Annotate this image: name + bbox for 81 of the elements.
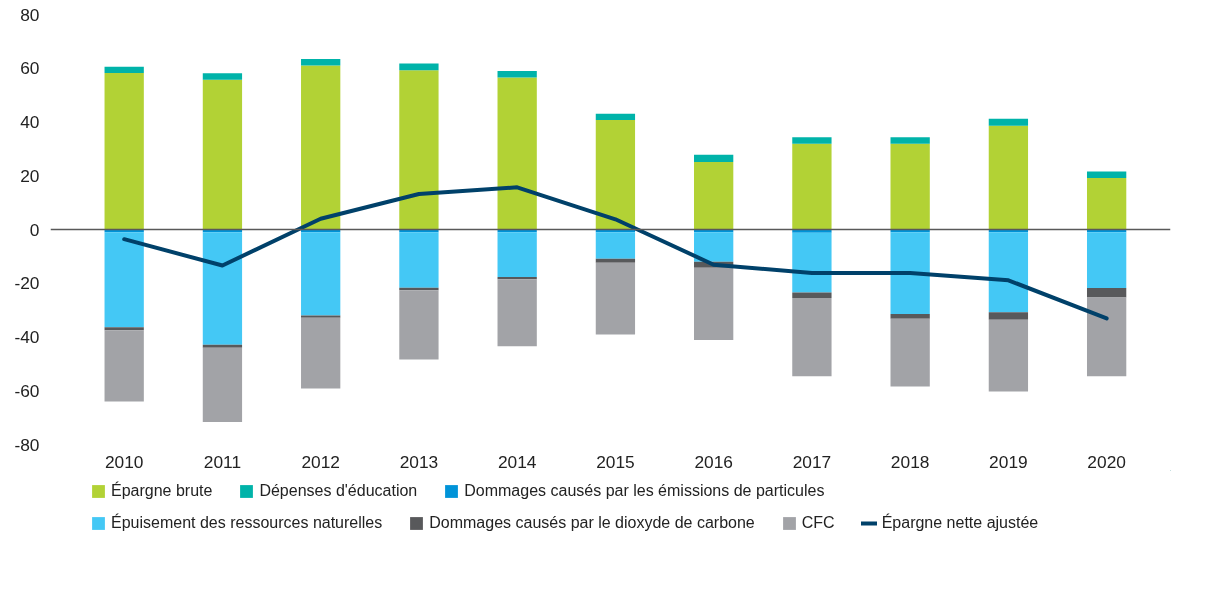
x-tick-label: 2012 bbox=[301, 451, 340, 472]
x-tick-label: 2015 bbox=[596, 451, 635, 472]
bar bbox=[301, 59, 341, 66]
bar bbox=[890, 143, 930, 230]
y-tick-label: 60 bbox=[20, 58, 40, 79]
bar bbox=[988, 118, 1029, 126]
y-tick-label: 0 bbox=[29, 219, 40, 240]
bar bbox=[792, 298, 832, 377]
bar bbox=[301, 232, 341, 316]
y-tick-label: -20 bbox=[14, 273, 40, 294]
bar bbox=[301, 317, 341, 389]
x-tick-label: 2011 bbox=[203, 451, 242, 472]
legend-label: Dommages causés par le dioxyde de carbone bbox=[429, 514, 755, 532]
bar bbox=[988, 319, 1029, 392]
bar bbox=[988, 232, 1029, 313]
bar bbox=[202, 344, 243, 348]
y-tick-label: 80 bbox=[20, 4, 40, 25]
bar bbox=[792, 137, 832, 144]
bar bbox=[694, 154, 734, 163]
bar bbox=[792, 292, 832, 299]
bar bbox=[595, 113, 636, 121]
bar bbox=[399, 63, 439, 71]
bar bbox=[104, 330, 144, 402]
bar bbox=[497, 77, 537, 230]
bar bbox=[202, 232, 243, 345]
x-tick-label: 2018 bbox=[890, 451, 930, 472]
bar bbox=[1086, 177, 1127, 230]
bar bbox=[694, 232, 734, 262]
bar bbox=[890, 318, 930, 387]
bar bbox=[202, 79, 243, 230]
legend-label: Épuisement des ressources naturelles bbox=[111, 514, 383, 532]
bar bbox=[497, 70, 537, 78]
y-tick-label: -60 bbox=[14, 380, 40, 401]
x-tick-label: 2016 bbox=[694, 451, 733, 472]
bar bbox=[792, 143, 832, 230]
bar bbox=[104, 232, 144, 328]
bar bbox=[104, 73, 144, 230]
x-tick-label: 2019 bbox=[989, 451, 1028, 472]
line-series bbox=[122, 185, 1109, 321]
bar bbox=[694, 267, 734, 340]
bar bbox=[497, 279, 537, 347]
bar bbox=[104, 66, 144, 74]
bar bbox=[301, 315, 341, 318]
legend-label: CFC bbox=[801, 514, 835, 532]
x-tick-label: 2013 bbox=[399, 451, 439, 472]
bar bbox=[890, 137, 930, 144]
bar bbox=[988, 125, 1029, 230]
bar bbox=[104, 327, 144, 331]
bar bbox=[497, 232, 537, 278]
legend-label: Dommages causés par les émissions de particules bbox=[464, 482, 825, 500]
bar bbox=[1086, 288, 1127, 298]
bar bbox=[890, 232, 930, 314]
x-tick-label: 2010 bbox=[104, 451, 144, 472]
y-tick-label: 40 bbox=[20, 112, 40, 132]
bar bbox=[792, 232, 832, 293]
x-tick-label: 2020 bbox=[1087, 451, 1126, 472]
bar bbox=[399, 290, 439, 360]
bar bbox=[497, 277, 537, 280]
bar bbox=[595, 120, 636, 230]
y-tick-label: -80 bbox=[14, 434, 40, 455]
legend-label: Épargne nette ajustée bbox=[881, 514, 1039, 532]
bar bbox=[202, 347, 243, 422]
x-tick-label: 2014 bbox=[497, 451, 537, 472]
bar bbox=[1086, 297, 1127, 377]
bar bbox=[1086, 171, 1127, 178]
bar bbox=[595, 262, 636, 335]
bar bbox=[1086, 232, 1127, 289]
y-tick-label: 20 bbox=[20, 165, 40, 186]
bar bbox=[694, 162, 734, 230]
bar bbox=[301, 65, 341, 230]
bar bbox=[890, 313, 930, 319]
bar bbox=[399, 70, 439, 230]
legend-label: Épargne brute bbox=[111, 482, 213, 500]
bar bbox=[988, 312, 1029, 320]
bar bbox=[399, 232, 439, 288]
bar bbox=[595, 232, 636, 259]
y-tick-label: -40 bbox=[14, 327, 40, 347]
legend-label: Dépenses d'éducation bbox=[259, 482, 418, 500]
bar bbox=[595, 258, 636, 263]
x-tick-label: 2017 bbox=[792, 451, 832, 472]
bar bbox=[202, 73, 243, 80]
